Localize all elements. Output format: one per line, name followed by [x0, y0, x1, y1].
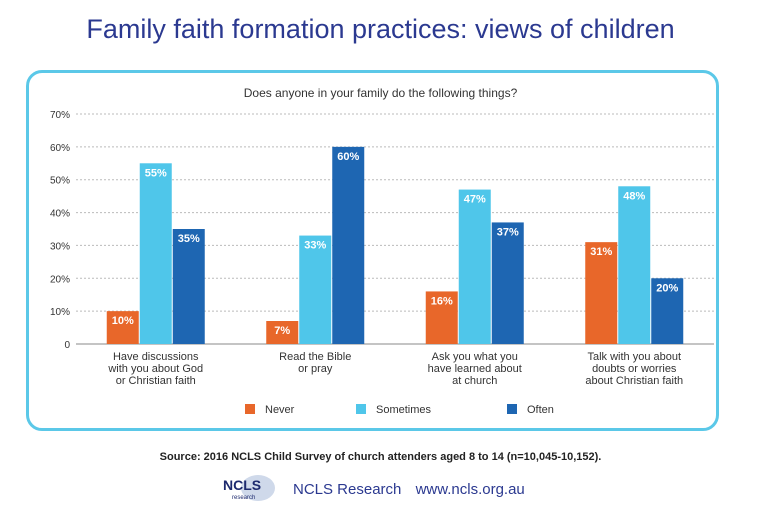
y-tick-label: 10%: [50, 307, 70, 318]
website-link[interactable]: www.ncls.org.au: [415, 481, 525, 498]
data-label: 37%: [497, 226, 519, 238]
bar: [458, 189, 491, 344]
legend-swatch: [356, 404, 366, 414]
bar: [106, 311, 139, 344]
bar: [491, 222, 524, 344]
x-tick-label: about Christian faith: [585, 375, 683, 387]
x-tick-label: with you about God: [107, 363, 203, 375]
y-tick-label: 0: [64, 340, 70, 351]
data-label: 35%: [178, 233, 200, 245]
data-label: 33%: [304, 240, 326, 252]
bar: [299, 235, 332, 344]
footer-brand: NCLS Research www.ncls.org.au: [293, 481, 535, 498]
bar: [332, 146, 365, 344]
data-label: 7%: [274, 325, 290, 337]
chart-panel: [26, 70, 719, 431]
bar: [618, 186, 651, 344]
bar: [425, 291, 458, 344]
legend-swatch: [507, 404, 517, 414]
chart-title: Family faith formation practices: views …: [86, 14, 675, 44]
x-tick-label: Have discussions: [113, 351, 199, 363]
y-tick-label: 30%: [50, 241, 70, 252]
logo-text: NCLS: [223, 477, 261, 493]
data-label: 20%: [656, 282, 678, 294]
x-tick-label: have learned about: [428, 363, 522, 375]
data-label: 47%: [464, 194, 486, 206]
org-name: NCLS Research: [293, 481, 402, 498]
x-tick-label: Talk with you about: [587, 351, 681, 363]
data-label: 60%: [337, 151, 359, 163]
legend-label: Never: [265, 404, 295, 416]
bar: [139, 163, 172, 344]
logo-subtext: research: [232, 495, 255, 501]
bar: [651, 278, 684, 344]
data-label: 16%: [431, 295, 453, 307]
y-tick-label: 20%: [50, 274, 70, 285]
data-label: 48%: [623, 190, 645, 202]
bar-chart: 0 10% 20% 30% 40% 50% 60% 70% 10% 55% 35% Have disc…: [50, 110, 714, 416]
ncls-logo: NCLS research: [223, 475, 275, 501]
source-note: Source: 2016 NCLS Child Survey of church…: [159, 451, 602, 463]
x-tick-label: at church: [452, 375, 497, 387]
y-tick-label: 50%: [50, 176, 70, 187]
x-tick-label: or pray: [298, 363, 333, 375]
chart-subtitle: Does anyone in your family do the follow…: [243, 86, 518, 100]
data-label: 55%: [145, 167, 167, 179]
x-tick-label: or Christian faith: [116, 375, 196, 387]
bar: [172, 229, 205, 344]
bar: [585, 242, 618, 344]
x-tick-label: Ask you what you: [432, 351, 518, 363]
legend-label: Often: [527, 404, 554, 416]
legend-swatch: [245, 404, 255, 414]
y-tick-label: 40%: [50, 209, 70, 220]
data-label: 10%: [112, 315, 134, 327]
legend-label: Sometimes: [376, 404, 432, 416]
y-tick-label: 70%: [50, 110, 70, 121]
y-tick-label: 60%: [50, 143, 70, 154]
bar: [266, 321, 299, 344]
data-label: 31%: [590, 246, 612, 258]
x-tick-label: doubts or worries: [592, 363, 677, 375]
x-tick-label: Read the Bible: [279, 351, 351, 363]
